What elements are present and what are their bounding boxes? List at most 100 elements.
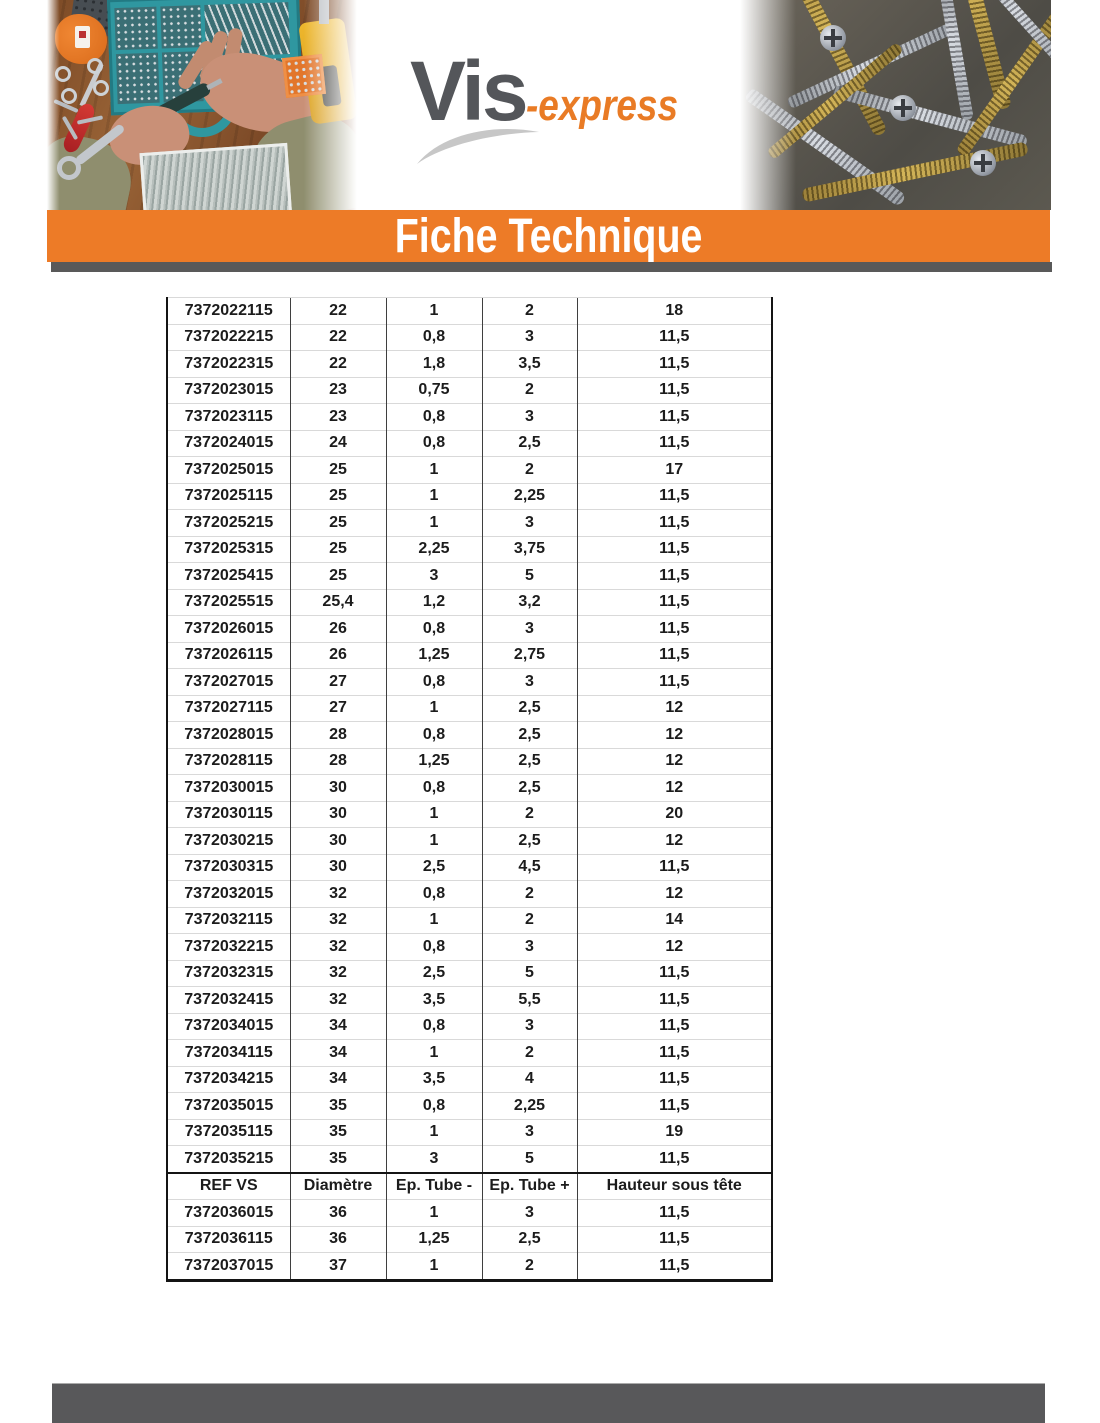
- table-cell: 7372032015: [167, 880, 290, 907]
- table-cell: 20: [576, 800, 772, 828]
- table-cell: 7372022215: [167, 323, 290, 351]
- table-cell: 30: [289, 800, 386, 828]
- footer-bar: [52, 1383, 1045, 1423]
- table-cell: 0,8: [385, 1012, 482, 1040]
- table-cell: 2: [481, 1039, 577, 1066]
- table-row: 7372032115 32 1 2 14: [167, 906, 772, 934]
- table-header-row: REF VS Diamètre Ep. Tube - Ep. Tube + Hauteu…: [167, 1171, 772, 1200]
- table-cell: 2,5: [481, 747, 577, 775]
- table-cell: 7372028115: [167, 747, 290, 775]
- banner-shadow: [51, 262, 1052, 272]
- table-cell: 22: [289, 323, 386, 351]
- table-cell: 32: [289, 933, 386, 960]
- table-cell: 12: [576, 747, 772, 775]
- table-cell: 11,5: [576, 588, 772, 616]
- table-cell: 2,5: [481, 429, 577, 457]
- table-cell: 3: [481, 1012, 577, 1040]
- table-cell: 23: [289, 376, 386, 404]
- table-cell: 11,5: [576, 350, 772, 377]
- table-cell: 7372032115: [167, 906, 290, 934]
- table-cell: 11,5: [576, 482, 772, 510]
- table-cell: 2: [481, 1252, 577, 1280]
- table-cell: 7372022315: [167, 350, 290, 377]
- table-cell: 4: [481, 1065, 577, 1093]
- table-cell: 22: [289, 350, 386, 377]
- table-cell: 11,5: [576, 1065, 772, 1093]
- table-cell: 7372032215: [167, 933, 290, 960]
- table-row: 7372034115 34 1 2 11,5: [167, 1039, 772, 1066]
- table-cell: 1,25: [385, 1225, 482, 1253]
- table-cell: 2,5: [481, 827, 577, 854]
- photo-edge-fade: [740, 0, 1051, 210]
- table-cell: 11,5: [576, 1012, 772, 1040]
- title-banner: Fiche Technique: [47, 210, 1050, 263]
- logo-text-express: -express: [525, 81, 678, 130]
- table-cell: 25: [289, 456, 386, 483]
- table-row: 7372025415 25 3 5 11,5: [167, 562, 772, 589]
- table-cell: 11,5: [576, 1199, 772, 1226]
- table-row: 7372025015 25 1 2 17: [167, 456, 772, 483]
- table-cell: 34: [289, 1039, 386, 1066]
- table-cell: 0,8: [385, 774, 482, 801]
- table-cell: 0,8: [385, 668, 482, 695]
- table-cell: 32: [289, 906, 386, 934]
- table-cell: 7372034015: [167, 1012, 290, 1040]
- table-cell: 4,5: [481, 853, 577, 881]
- table-cell: 7372025315: [167, 535, 290, 563]
- table-cell: 5,5: [481, 986, 577, 1013]
- table-row: 7372026015 26 0,8 3 11,5: [167, 615, 772, 642]
- table-cell: 3: [385, 562, 482, 589]
- table-cell: 11,5: [576, 959, 772, 987]
- table-cell: 1: [385, 1039, 482, 1066]
- table-cell: 7372022115: [167, 297, 290, 324]
- table-cell: 19: [576, 1118, 772, 1146]
- table-cell: 5: [481, 959, 577, 987]
- table-cell: 1: [385, 482, 482, 510]
- table-cell: Ep. Tube -: [385, 1171, 482, 1200]
- table-cell: 32: [289, 880, 386, 907]
- table-cell: 7372032415: [167, 986, 290, 1013]
- table-cell: 2,5: [481, 721, 577, 748]
- table-row: 7372028015 28 0,8 2,5 12: [167, 721, 772, 748]
- table-cell: 3,2: [481, 588, 577, 616]
- table-cell: 3,5: [385, 1065, 482, 1093]
- logo-swoosh: [417, 128, 539, 164]
- photo-edge-fade: [47, 0, 360, 210]
- table-cell: 7372025415: [167, 562, 290, 589]
- table-cell: 0,8: [385, 323, 482, 351]
- table-cell: 7372036115: [167, 1225, 290, 1253]
- table-cell: 7372035015: [167, 1092, 290, 1119]
- table-cell: 3: [481, 403, 577, 430]
- table-cell: 2,5: [385, 959, 482, 987]
- table-cell: 3: [481, 323, 577, 351]
- table-cell: 7372027115: [167, 694, 290, 722]
- table-cell: 25: [289, 535, 386, 563]
- table-cell: 7372030015: [167, 774, 290, 801]
- table-cell: 7372028015: [167, 721, 290, 748]
- table-cell: 23: [289, 403, 386, 430]
- table-cell: 2: [481, 880, 577, 907]
- table-row: 7372035115 35 1 3 19: [167, 1118, 772, 1146]
- table-cell: 3: [481, 668, 577, 695]
- table-cell: 7372030215: [167, 827, 290, 854]
- table-cell: 1: [385, 906, 482, 934]
- table-cell: 2: [481, 297, 577, 324]
- table-cell: 0,8: [385, 721, 482, 748]
- table-cell: 7372027015: [167, 668, 290, 695]
- table-cell: 2,5: [481, 774, 577, 801]
- table-row: 7372030215 30 1 2,5 12: [167, 827, 772, 854]
- table-cell: 0,8: [385, 1092, 482, 1119]
- table-cell: 28: [289, 747, 386, 775]
- table-cell: 3: [481, 615, 577, 642]
- table-cell: 27: [289, 694, 386, 722]
- table-row: 7372025115 25 1 2,25 11,5: [167, 482, 772, 510]
- table-cell: 11,5: [576, 853, 772, 881]
- table-row: 7372032315 32 2,5 5 11,5: [167, 959, 772, 987]
- table-row: 7372025215 25 1 3 11,5: [167, 509, 772, 536]
- table-cell: 12: [576, 880, 772, 907]
- table-cell: 3,5: [385, 986, 482, 1013]
- table-row: 7372036115 36 1,25 2,5 11,5: [167, 1225, 772, 1253]
- table-cell: Diamètre: [289, 1171, 386, 1200]
- table-cell: 1: [385, 1252, 482, 1280]
- table-cell: 0,8: [385, 403, 482, 430]
